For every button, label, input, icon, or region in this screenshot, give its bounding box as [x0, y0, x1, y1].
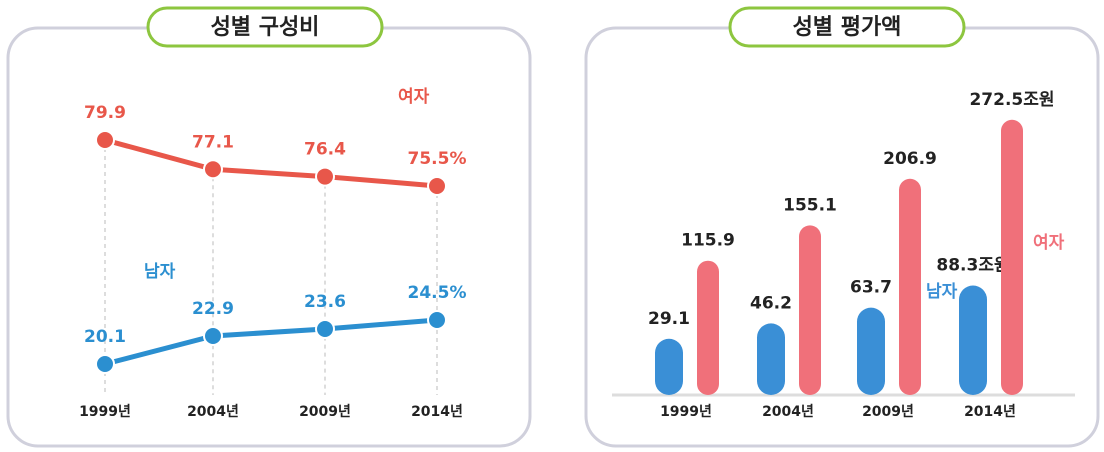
data-label: 23.6 [304, 292, 346, 312]
point [95, 130, 115, 150]
x-tick-label: 2004년 [762, 404, 814, 420]
legend-label: 남자 [926, 282, 958, 302]
data-label: 29.1 [648, 309, 690, 329]
series-line [104, 317, 438, 367]
legend-label: 여자 [1033, 233, 1065, 253]
x-tick-label: 2014년 [411, 404, 463, 420]
x-tick-label: 1999년 [79, 404, 131, 420]
chart-title: 성별 평가액 [793, 15, 902, 40]
bar [799, 225, 821, 395]
series-line [104, 137, 438, 189]
bar [697, 260, 719, 395]
x-tick-label: 2009년 [299, 404, 351, 420]
data-label: 79.9 [84, 103, 126, 123]
point [95, 354, 115, 374]
bar [899, 178, 921, 395]
x-tick-label: 2009년 [862, 404, 914, 420]
data-label: 272.5조원 [969, 90, 1054, 110]
x-tick-label: 2004년 [187, 404, 239, 420]
bar [655, 338, 683, 395]
data-label: 115.9 [681, 231, 735, 251]
bar [959, 285, 987, 395]
data-label: 75.5% [408, 149, 467, 169]
data-label: 63.7 [850, 278, 892, 298]
point [427, 176, 447, 196]
point [203, 326, 223, 346]
data-label: 46.2 [750, 293, 792, 313]
x-tick-label: 1999년 [660, 404, 712, 420]
point [427, 310, 447, 330]
data-label: 206.9 [883, 149, 937, 169]
data-label: 24.5% [408, 283, 467, 303]
data-label: 76.4 [304, 140, 346, 160]
bar [757, 323, 785, 395]
legend-label: 여자 [398, 87, 430, 107]
left-panel [6, 26, 532, 448]
data-label: 20.1 [84, 327, 126, 347]
title-pill [146, 6, 384, 48]
title-pill [728, 6, 966, 48]
x-tick-label: 2014년 [964, 404, 1016, 420]
point [315, 166, 335, 187]
data-label: 155.1 [783, 195, 837, 215]
data-label: 22.9 [192, 299, 234, 319]
point [315, 319, 335, 339]
data-label: 88.3조원 [936, 256, 1009, 276]
chart-title: 성별 구성비 [211, 15, 320, 40]
legend-label: 남자 [144, 262, 176, 282]
bar [857, 307, 885, 395]
point [203, 159, 223, 180]
data-label: 77.1 [192, 132, 234, 152]
bar [1001, 119, 1023, 395]
